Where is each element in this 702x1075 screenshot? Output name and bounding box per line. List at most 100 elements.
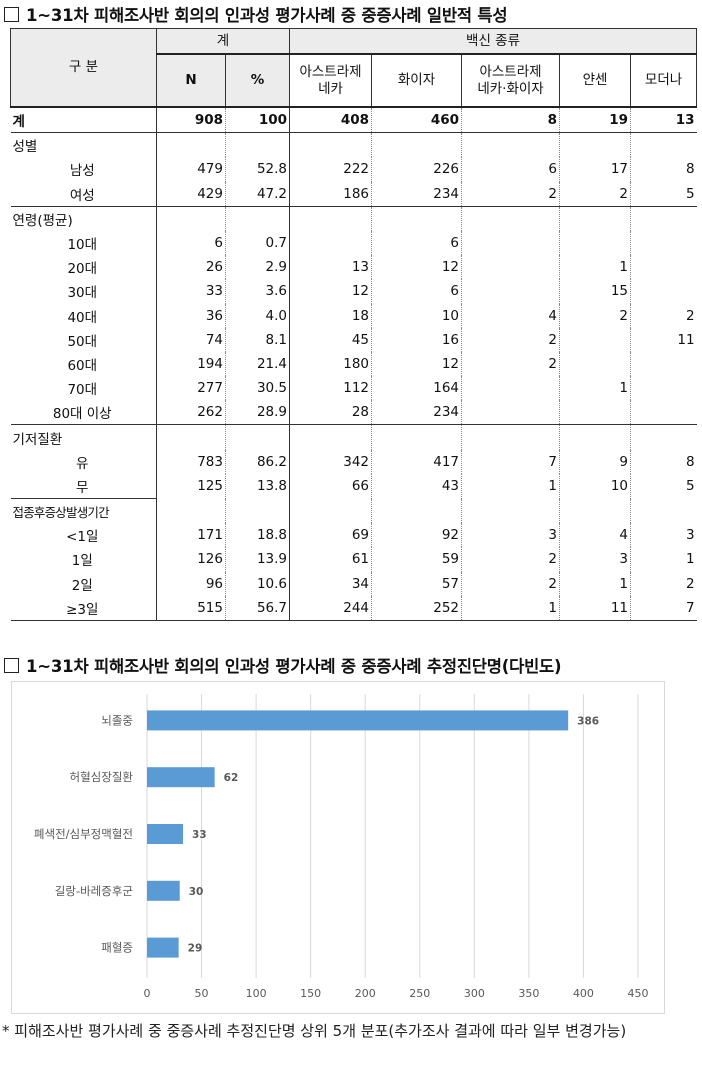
category-label: 허혈심장질환: [70, 770, 134, 784]
bar: [147, 767, 215, 788]
cell-azpf: [461, 424, 561, 450]
cell-n: 515: [156, 595, 226, 621]
cell-pct: 10.6: [225, 571, 291, 596]
cell-pf: 43: [371, 473, 463, 499]
cell-n: [156, 132, 226, 158]
bar: [147, 880, 180, 901]
n-header: N: [156, 53, 226, 108]
row-label: 기저질환: [10, 424, 157, 450]
category-label: 폐색전/심부정맥혈전: [34, 827, 133, 841]
az-pfizer-header: 아스트라제 네카·화이자: [461, 53, 561, 108]
table-row: 20대 26 2.9 13 12 1: [10, 255, 697, 280]
table-body: 계 908 100 408 460 8 19 13 성별 남성 479 52.8 222 226 6 17 8 여…: [10, 107, 697, 621]
cell-azpf: 7: [461, 449, 561, 474]
cell-n: [156, 205, 226, 231]
row-label: 연령(평균): [10, 205, 157, 231]
cell-pf: 59: [371, 547, 463, 572]
cell-ja: 1: [559, 255, 632, 280]
cell-az: 186: [289, 181, 373, 207]
cell-az: 112: [289, 376, 373, 401]
cell-ja: 2: [559, 303, 632, 328]
cell-n: 26: [156, 255, 226, 280]
vaccine-group-header: 백신 종류: [289, 28, 698, 55]
cell-azpf: 2: [461, 547, 561, 572]
table-row: <1일 171 18.8 69 92 3 4 3: [10, 523, 697, 548]
table-row: 계 908 100 408 460 8 19 13: [10, 107, 697, 134]
cell-n: 277: [156, 376, 226, 401]
cell-ja: 19: [559, 107, 632, 134]
table-row: 2일 96 10.6 34 57 2 1 2: [10, 571, 697, 596]
pfizer-header: 화이자: [371, 53, 463, 108]
cell-mo: 5: [685, 185, 695, 202]
checkbox-square-icon: [4, 658, 19, 673]
chart-heading: 1~31차 피해조사반 회의의 인과성 평가사례 중 중증사례 추정진단명(다빈…: [4, 653, 562, 677]
row-label: 70대: [10, 376, 157, 401]
cell-ja: 2: [559, 181, 632, 207]
cell-azpf: [461, 400, 561, 425]
cell-az: [289, 230, 373, 256]
cell-azpf: [461, 230, 561, 256]
category-label: 패혈증: [101, 941, 133, 955]
cell-azpf: [461, 498, 561, 524]
row-label: <1일: [10, 523, 157, 548]
cell-pf: 6: [371, 230, 463, 256]
x-tick-label: 300: [464, 987, 485, 1000]
data-label: 29: [188, 943, 203, 955]
cell-pct: 21.4: [225, 351, 291, 377]
x-tick-label: 250: [409, 987, 430, 1000]
table-row: 1일 126 13.9 61 59 2 3 1: [10, 547, 697, 572]
cell-pct: 86.2: [225, 449, 291, 474]
row-label: 30대: [10, 279, 157, 304]
cell-pct: 4.0: [225, 303, 291, 328]
cell-mo: [630, 205, 697, 231]
bar: [147, 710, 569, 731]
chart-heading-text: 1~31차 피해조사반 회의의 인과성 평가사례 중 중증사례 추정진단명(다빈…: [26, 657, 562, 676]
cell-pct: [225, 424, 291, 450]
cell-ja: [559, 351, 632, 377]
cell-n: 125: [156, 473, 226, 499]
cell-pct: 30.5: [225, 376, 291, 401]
table-row: 성별: [10, 132, 697, 158]
total-group-header: 계: [155, 28, 291, 55]
table-row: 연령(평균): [10, 205, 697, 231]
cell-n: 194: [156, 351, 226, 377]
table-row: 무 125 13.8 66 43 1 10 5: [10, 473, 697, 499]
cell-pf: 16: [371, 327, 463, 352]
cell-ja: [559, 424, 632, 450]
category-label: 뇌졸중: [101, 713, 133, 727]
cell-ja: 15: [559, 279, 632, 304]
cell-ja: 10: [559, 473, 632, 499]
row-label: 접종후증상발생기간: [10, 498, 157, 524]
cell-n: 74: [156, 327, 226, 352]
cell-mo: [631, 352, 697, 376]
cell-n: [156, 424, 226, 450]
cell-mo: 13: [630, 107, 697, 134]
row-label: 여성: [10, 181, 157, 207]
cell-ja: 17: [559, 157, 632, 182]
cell-pct: 8.1: [225, 327, 291, 352]
cell-pf: 417: [371, 449, 463, 474]
cell-pct: [225, 498, 291, 524]
cell-pct: 0.7: [225, 230, 291, 256]
cell-azpf: [461, 279, 561, 304]
cell-n: 783: [156, 449, 226, 474]
cell-n: 126: [156, 547, 226, 572]
row-label: 60대: [10, 351, 157, 377]
cell-az: 408: [289, 107, 373, 134]
table-row: 여성 429 47.2 186 234 2 2 5: [10, 181, 697, 207]
cell-az: 180: [289, 351, 373, 377]
x-tick-label: 100: [246, 987, 267, 1000]
row-label: ≥3일: [10, 595, 157, 621]
cell-pct: 56.7: [225, 595, 291, 621]
cell-az: [289, 498, 373, 524]
table-row: 50대 74 8.1 45 16 2 11: [10, 327, 697, 352]
cell-pf: 57: [371, 571, 463, 596]
cell-pct: 28.9: [225, 400, 291, 425]
footnote: * 피해조사반 평가사례 중 중증사례 추정진단명 상위 5개 분포(추가조사 …: [2, 1022, 627, 1040]
cell-pct: 47.2: [225, 181, 291, 207]
x-tick-label: 450: [628, 987, 649, 1000]
bar: [147, 937, 179, 958]
cell-n: 908: [156, 107, 226, 134]
cell-mo: 3: [685, 527, 695, 544]
cell-pct: 2.9: [225, 255, 291, 280]
